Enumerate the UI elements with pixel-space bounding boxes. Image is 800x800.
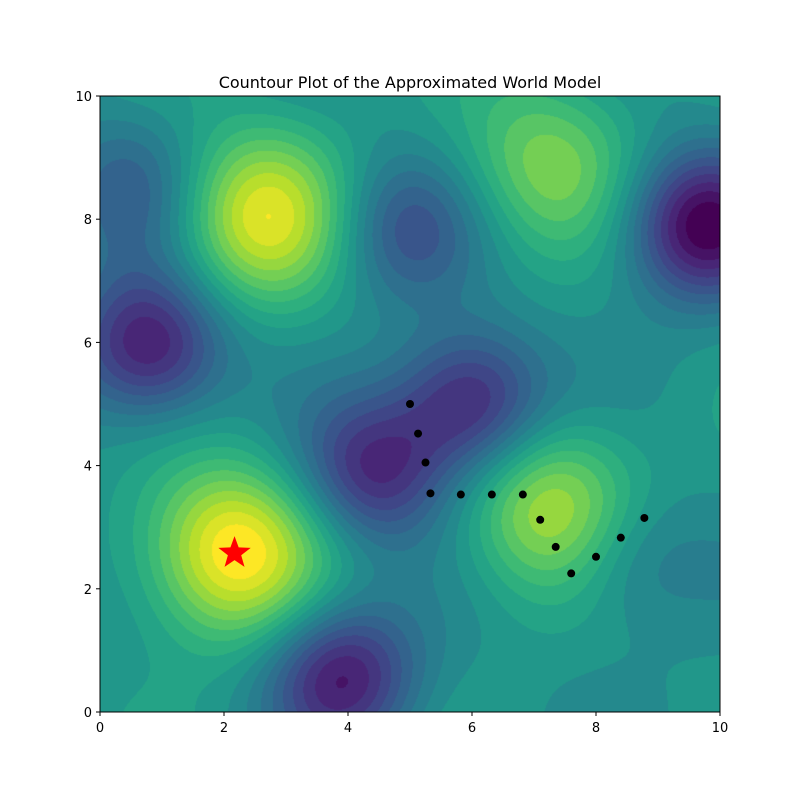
path-point xyxy=(551,542,560,551)
y-tick-label: 2 xyxy=(84,583,92,598)
path-points xyxy=(406,400,649,578)
y-tick-label: 8 xyxy=(84,213,92,228)
y-tick-label: 0 xyxy=(84,706,92,721)
path-point xyxy=(518,490,527,499)
path-point xyxy=(567,569,576,578)
path-point xyxy=(421,458,430,467)
y-tick-label: 6 xyxy=(84,336,92,351)
path-point xyxy=(406,400,414,408)
path-point xyxy=(414,429,423,438)
axes-frame xyxy=(99,95,721,713)
x-tick-label: 2 xyxy=(220,721,228,736)
path-point xyxy=(456,490,465,499)
y-tick-label: 10 xyxy=(75,90,92,105)
path-point xyxy=(426,489,435,498)
y-axis: 0 2 4 6 8 10 xyxy=(75,90,100,721)
y-tick-label: 4 xyxy=(84,460,92,475)
path-point xyxy=(487,490,496,499)
path-point xyxy=(536,515,545,524)
goal-star-marker xyxy=(218,536,251,567)
path-point xyxy=(640,513,649,522)
x-tick-label: 10 xyxy=(712,721,729,736)
path-point xyxy=(592,552,600,561)
x-tick-label: 8 xyxy=(592,721,600,736)
chart-title: Countour Plot of the Approximated World … xyxy=(219,73,602,92)
x-tick-label: 0 xyxy=(96,721,104,736)
x-tick-label: 6 xyxy=(468,721,476,736)
x-tick-label: 4 xyxy=(344,721,352,736)
x-axis: 0 2 4 6 8 10 xyxy=(96,712,728,736)
plot-area xyxy=(99,95,721,713)
path-point xyxy=(616,533,625,542)
